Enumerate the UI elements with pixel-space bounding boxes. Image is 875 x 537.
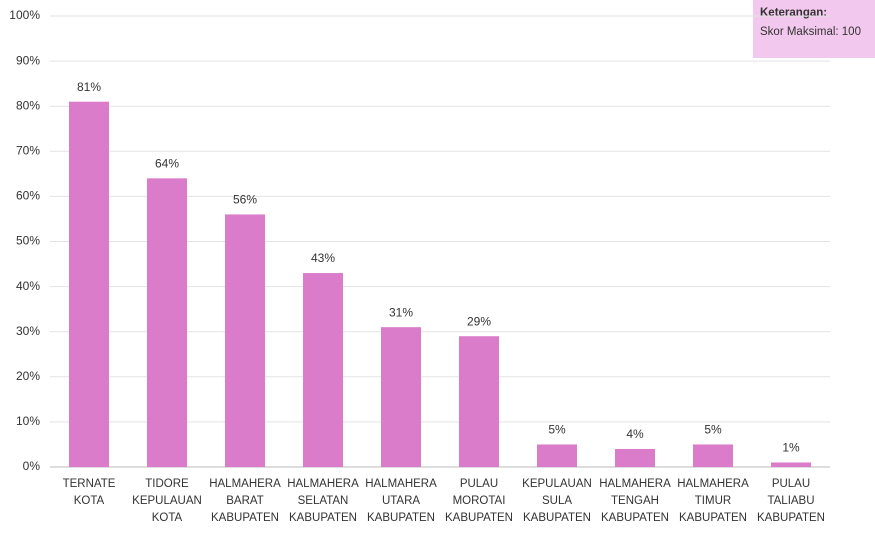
x-tick-label: HALMAHERA bbox=[677, 478, 749, 490]
x-tick-label: BARAT bbox=[226, 495, 264, 507]
y-tick-label: 60% bbox=[16, 189, 40, 203]
data-label: 31% bbox=[389, 305, 413, 319]
x-tick-label: KABUPATEN bbox=[679, 512, 747, 524]
data-label: 4% bbox=[626, 427, 644, 441]
x-tick-label: KABUPATEN bbox=[445, 512, 513, 524]
bar bbox=[459, 336, 499, 467]
data-label: 5% bbox=[548, 423, 566, 437]
x-tick-label: KABUPATEN bbox=[523, 512, 591, 524]
data-label: 56% bbox=[233, 193, 257, 207]
bar bbox=[147, 178, 187, 468]
x-tick-label: HALMAHERA bbox=[365, 478, 437, 490]
x-tick-label: TALIABU bbox=[767, 495, 814, 507]
x-tick-label: TIDORE bbox=[145, 478, 189, 490]
y-tick-label: 20% bbox=[16, 369, 40, 383]
bar bbox=[537, 444, 577, 467]
bar bbox=[381, 327, 421, 467]
annotation-text: Skor Maksimal: 100 bbox=[760, 26, 861, 38]
annotation-title: Keterangan: bbox=[760, 7, 827, 19]
x-tick-label: SULA bbox=[542, 495, 572, 507]
y-tick-label: 100% bbox=[9, 8, 40, 22]
x-tick-label: HALMAHERA bbox=[209, 478, 281, 490]
x-tick-label: KABUPATEN bbox=[289, 512, 357, 524]
x-tick-label: KEPULAUAN bbox=[522, 478, 592, 490]
x-tick-label: TIMUR bbox=[695, 495, 731, 507]
y-tick-label: 0% bbox=[23, 459, 41, 473]
y-tick-label: 70% bbox=[16, 143, 40, 157]
x-tick-label: PULAU bbox=[772, 478, 810, 490]
x-tick-label: KOTA bbox=[152, 512, 183, 524]
x-tick-label: KOTA bbox=[74, 495, 105, 507]
y-tick-label: 30% bbox=[16, 324, 40, 338]
x-tick-label: KABUPATEN bbox=[367, 512, 435, 524]
bar bbox=[225, 214, 265, 467]
bar bbox=[69, 101, 109, 467]
bar bbox=[693, 444, 733, 467]
x-tick-label: UTARA bbox=[382, 495, 420, 507]
x-tick-label: KEPULAUAN bbox=[132, 495, 202, 507]
annotation-box bbox=[753, 0, 875, 58]
y-tick-label: 80% bbox=[16, 98, 40, 112]
x-tick-label: SELATAN bbox=[298, 495, 349, 507]
x-tick-label: KABUPATEN bbox=[601, 512, 669, 524]
x-tick-label: KABUPATEN bbox=[757, 512, 825, 524]
x-tick-label: MOROTAI bbox=[453, 495, 506, 507]
x-tick-label: TENGAH bbox=[611, 495, 659, 507]
y-tick-label: 40% bbox=[16, 279, 40, 293]
data-label: 64% bbox=[155, 157, 179, 171]
bar bbox=[303, 273, 343, 467]
data-label: 29% bbox=[467, 314, 491, 328]
bar bbox=[615, 448, 655, 467]
data-label: 43% bbox=[311, 251, 335, 265]
bar bbox=[771, 462, 811, 467]
data-label: 1% bbox=[782, 441, 800, 455]
y-tick-label: 50% bbox=[16, 234, 40, 248]
x-tick-label: TERNATE bbox=[63, 478, 116, 490]
x-tick-label: KABUPATEN bbox=[211, 512, 279, 524]
y-tick-label: 90% bbox=[16, 53, 40, 67]
x-tick-label: PULAU bbox=[460, 478, 498, 490]
data-label: 5% bbox=[704, 423, 722, 437]
y-tick-label: 10% bbox=[16, 414, 40, 428]
data-label: 81% bbox=[77, 80, 101, 94]
x-tick-label: HALMAHERA bbox=[599, 478, 671, 490]
x-tick-label: HALMAHERA bbox=[287, 478, 359, 490]
